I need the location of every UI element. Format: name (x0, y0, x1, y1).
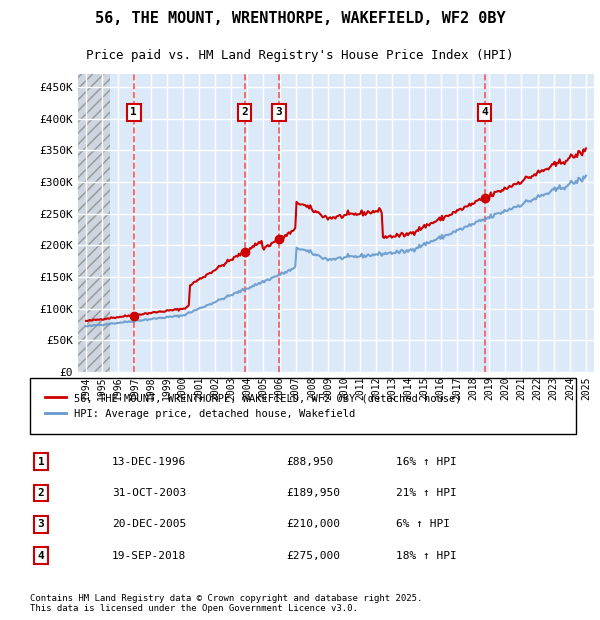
Text: 2: 2 (241, 107, 248, 117)
Text: Contains HM Land Registry data © Crown copyright and database right 2025.
This d: Contains HM Land Registry data © Crown c… (30, 594, 422, 613)
Text: 3: 3 (38, 520, 44, 529)
Text: 4: 4 (481, 107, 488, 117)
Text: 16% ↑ HPI: 16% ↑ HPI (396, 456, 457, 467)
Legend: 56, THE MOUNT, WRENTHORPE, WAKEFIELD, WF2 0BY (detached house), HPI: Average pri: 56, THE MOUNT, WRENTHORPE, WAKEFIELD, WF… (41, 389, 466, 423)
Text: 2: 2 (38, 488, 44, 498)
Text: 6% ↑ HPI: 6% ↑ HPI (396, 520, 450, 529)
Text: Price paid vs. HM Land Registry's House Price Index (HPI): Price paid vs. HM Land Registry's House … (86, 50, 514, 62)
Text: 31-OCT-2003: 31-OCT-2003 (112, 488, 186, 498)
Bar (78, 74, 110, 372)
Text: 56, THE MOUNT, WRENTHORPE, WAKEFIELD, WF2 0BY: 56, THE MOUNT, WRENTHORPE, WAKEFIELD, WF… (95, 11, 505, 26)
Text: £189,950: £189,950 (287, 488, 341, 498)
Text: 4: 4 (38, 551, 44, 560)
Text: 20-DEC-2005: 20-DEC-2005 (112, 520, 186, 529)
Text: 21% ↑ HPI: 21% ↑ HPI (396, 488, 457, 498)
Bar (78, 74, 110, 372)
Text: £210,000: £210,000 (287, 520, 341, 529)
Text: 3: 3 (275, 107, 282, 117)
Text: £275,000: £275,000 (287, 551, 341, 560)
Text: 1: 1 (130, 107, 137, 117)
Text: 18% ↑ HPI: 18% ↑ HPI (396, 551, 457, 560)
Text: £88,950: £88,950 (287, 456, 334, 467)
Text: 19-SEP-2018: 19-SEP-2018 (112, 551, 186, 560)
Text: 13-DEC-1996: 13-DEC-1996 (112, 456, 186, 467)
Text: 1: 1 (38, 456, 44, 467)
